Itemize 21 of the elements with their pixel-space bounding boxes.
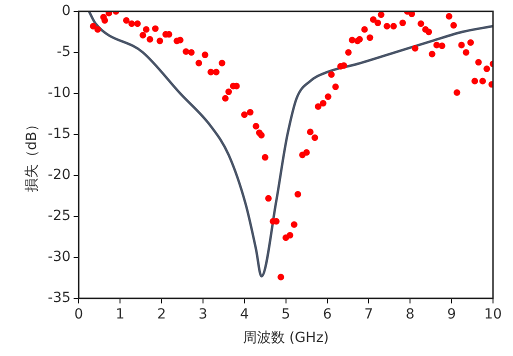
y-axis-title: 損失（dB）	[24, 118, 40, 192]
x-tick-label: 2	[157, 306, 166, 322]
x-tick-label: 10	[484, 306, 502, 322]
y-tick-label: 0	[62, 3, 71, 20]
y-tick-label: -15	[48, 126, 71, 142]
y-tick-label: -35	[48, 290, 71, 306]
x-tick-label: 4	[240, 306, 249, 322]
x-tick-label: 7	[364, 306, 374, 322]
x-tick-label: 5	[281, 306, 290, 322]
y-tick-label: -25	[48, 208, 71, 224]
x-tick-label: 0	[74, 306, 84, 322]
y-tick-label: -5	[56, 44, 71, 60]
y-tick-label: -30	[48, 249, 71, 266]
x-tick-label: 8	[406, 306, 415, 322]
y-tick-label: -20	[48, 167, 71, 184]
x-tick-label: 1	[116, 306, 125, 322]
y-tick-label: -10	[48, 85, 71, 102]
x-tick-label: 6	[322, 306, 332, 322]
x-tick-label: 3	[198, 306, 208, 322]
x-axis-title: 周波数 (GHz)	[242, 330, 329, 346]
x-tick-label: 9	[447, 306, 456, 322]
